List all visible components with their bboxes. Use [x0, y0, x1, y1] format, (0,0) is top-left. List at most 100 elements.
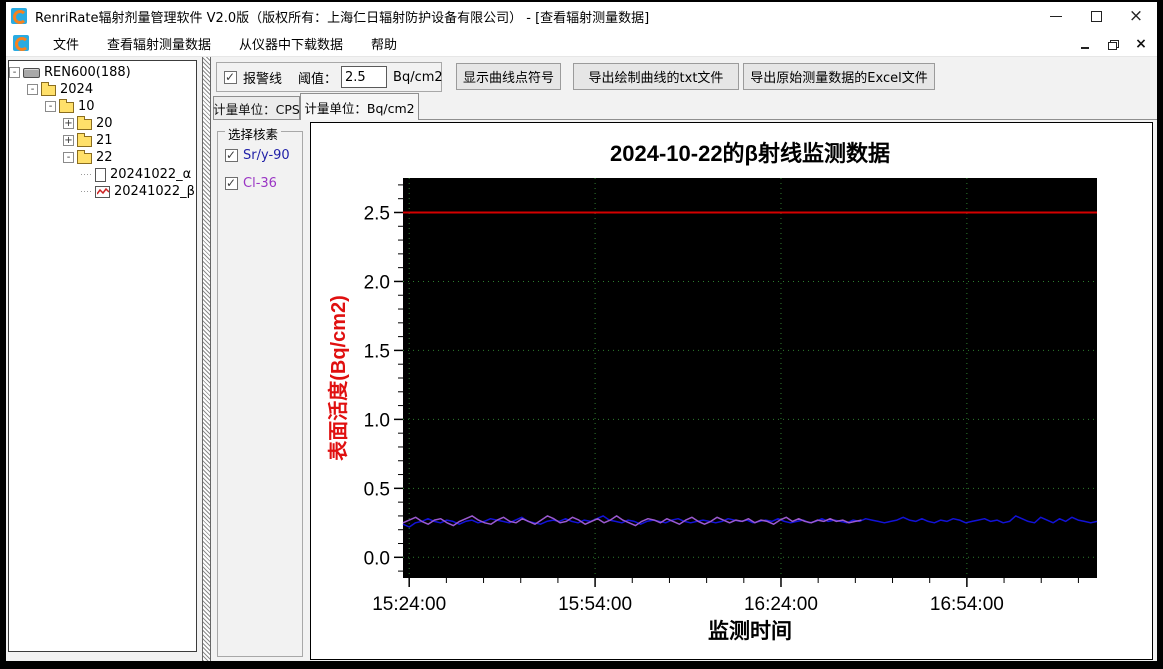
mdi-minimize-icon	[1081, 46, 1089, 49]
tree-item-20241022-beta[interactable]: 20241022_β	[9, 183, 196, 200]
tree-collapse-icon[interactable]: -	[45, 101, 56, 112]
tree-collapse-icon[interactable]: -	[63, 152, 74, 163]
menu-download-from-device[interactable]: 从仪器中下载数据	[239, 37, 344, 53]
tree-indent	[9, 81, 27, 98]
title-bar: RenriRate辐射剂量管理软件 V2.0版（版权所有：上海仁日辐射防护设备有…	[6, 2, 1157, 30]
tree-connector	[81, 174, 93, 175]
threshold-unit-label: Bq/cm2	[393, 69, 443, 85]
mdi-restore-icon	[1107, 39, 1119, 50]
tree-indent	[45, 183, 63, 200]
mdi-close-button[interactable]: ×	[1133, 36, 1149, 52]
tree-indent	[45, 166, 63, 183]
menu-help[interactable]: 帮助	[371, 37, 398, 53]
export-raw-excel-button[interactable]: 导出原始测量数据的Excel文件	[743, 63, 935, 90]
folder-icon	[59, 99, 74, 113]
folder-icon	[77, 133, 92, 147]
tree-item-20[interactable]: +20	[9, 115, 196, 132]
show-curve-points-button[interactable]: 显示曲线点符号	[456, 63, 561, 90]
alarm-line-checkbox[interactable]	[224, 70, 237, 84]
tree-item-label: 20241022_β	[114, 184, 195, 199]
tree-indent	[45, 149, 63, 166]
nuclide-label-cl-36: Cl-36	[243, 176, 277, 191]
maximize-button[interactable]	[1081, 4, 1111, 28]
tree-indent	[63, 166, 81, 183]
chart-file-icon	[95, 185, 110, 198]
svg-text:0.0: 0.0	[364, 548, 390, 569]
svg-text:表面活度(Bq/cm2): 表面活度(Bq/cm2)	[326, 295, 350, 461]
tree-item-22[interactable]: - 22	[9, 149, 196, 166]
threshold-input[interactable]	[341, 66, 388, 88]
tree-connector	[81, 191, 93, 192]
nuclide-checkbox-cl-36[interactable]	[225, 176, 238, 190]
tree-item-label: 2024	[60, 82, 94, 97]
nuclide-select-group: 选择核素 Sr/y-90 Cl-36	[217, 124, 303, 657]
svg-text:15:54:00: 15:54:00	[558, 594, 632, 615]
chart-panel: 0.0 0.5 1.0 1.5 2.0 2.5 15:24:00 15:54:00 16:24:…	[310, 122, 1153, 660]
window-controls: ×	[1041, 2, 1151, 30]
tree-indent	[9, 115, 27, 132]
folder-icon	[41, 82, 56, 96]
svg-text:1.0: 1.0	[364, 410, 390, 431]
tree-indent	[9, 98, 27, 115]
svg-text:0.5: 0.5	[364, 479, 390, 500]
maximize-icon	[1090, 10, 1102, 22]
document-logo-icon	[13, 35, 29, 51]
tree-indent	[9, 166, 27, 183]
monitoring-chart: 0.0 0.5 1.0 1.5 2.0 2.5 15:24:00 15:54:00 16:24:…	[326, 141, 1098, 643]
window-body: RenriRate辐射剂量管理软件 V2.0版（版权所有：上海仁日辐射防护设备有…	[6, 2, 1157, 661]
minimize-icon	[1050, 15, 1062, 17]
export-curve-txt-button[interactable]: 导出绘制曲线的txt文件	[573, 63, 739, 90]
panel-splitter[interactable]	[202, 57, 211, 661]
main-panel: 报警线 阈值： Bq/cm2 显示曲线点符号 导出绘制曲线的txt文件 导出原始…	[213, 57, 1157, 661]
document-icon	[95, 167, 106, 182]
tree-indent	[45, 132, 63, 149]
tree-indent	[27, 98, 45, 115]
tree-indent	[9, 149, 27, 166]
tree-expand-icon[interactable]: +	[63, 118, 74, 129]
folder-icon	[77, 150, 92, 164]
tree-indent	[27, 149, 45, 166]
tab-unit-bq-cm2[interactable]: 计量单位：Bq/cm2	[300, 93, 419, 120]
alarm-line-group: 报警线 阈值： Bq/cm2	[216, 62, 443, 92]
threshold-label: 阈值：	[298, 71, 338, 87]
svg-text:16:54:00: 16:54:00	[930, 594, 1004, 615]
tree-collapse-icon[interactable]: -	[9, 67, 20, 78]
tree-item-label: 21	[96, 133, 113, 148]
svg-text:监测时间: 监测时间	[708, 619, 792, 643]
mdi-minimize-button[interactable]	[1077, 36, 1093, 52]
tree-item-21[interactable]: +21	[9, 132, 196, 149]
alarm-line-label: 报警线	[243, 71, 283, 87]
nuclide-row-cl-36: Cl-36	[225, 176, 277, 191]
tree-item-20241022-alpha[interactable]: 20241022_α	[9, 166, 196, 183]
device-icon	[23, 67, 40, 78]
nuclide-checkbox-sr-y-90[interactable]	[225, 148, 238, 162]
tab-unit-cps[interactable]: 计量单位：CPS	[213, 96, 300, 119]
tree-indent	[9, 132, 27, 149]
tree-item-2024[interactable]: - 2024	[9, 81, 196, 98]
tree-expand-icon[interactable]: +	[63, 135, 74, 146]
tree-item-10[interactable]: - 10	[9, 98, 196, 115]
menu-view-measurement-data[interactable]: 查看辐射测量数据	[107, 37, 212, 53]
svg-text:2024-10-22的β射线监测数据: 2024-10-22的β射线监测数据	[610, 141, 890, 166]
folder-icon	[77, 116, 92, 130]
close-button[interactable]: ×	[1121, 4, 1151, 28]
menu-file[interactable]: 文件	[53, 37, 80, 53]
tree-item-label: 20241022_α	[110, 167, 192, 182]
mdi-restore-button[interactable]	[1105, 36, 1121, 52]
tree-item-label: 22	[96, 150, 113, 165]
tree-collapse-icon[interactable]: -	[27, 84, 38, 95]
nuclide-row-sr-y-90: Sr/y-90	[225, 148, 290, 163]
tree-item-label: 10	[78, 99, 95, 114]
svg-text:2.5: 2.5	[364, 203, 390, 224]
tree-indent	[27, 132, 45, 149]
minimize-button[interactable]	[1041, 4, 1071, 28]
tree-indent	[27, 183, 45, 200]
close-icon: ×	[1128, 5, 1144, 26]
tree-indent	[9, 183, 27, 200]
tree-item-ren600[interactable]: - REN600(188)	[9, 64, 196, 81]
svg-text:16:24:00: 16:24:00	[744, 594, 818, 615]
svg-text:2.0: 2.0	[364, 272, 390, 293]
tree-indent	[63, 183, 81, 200]
svg-text:1.5: 1.5	[364, 341, 390, 362]
tree-item-label: REN600(188)	[44, 65, 131, 80]
